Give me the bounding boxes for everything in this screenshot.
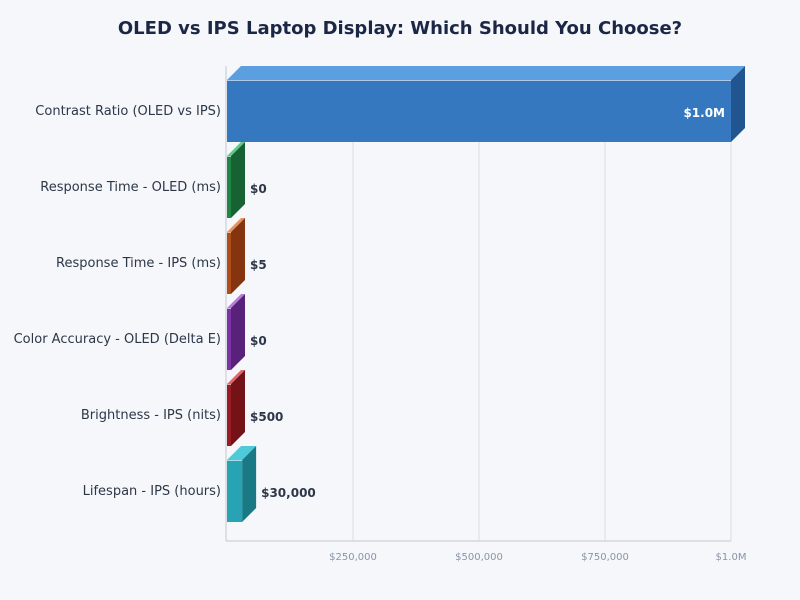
bar[interactable] — [227, 80, 731, 142]
bars: $1.0M $0 $5 $0 $500 $30,000 — [227, 66, 745, 522]
bar-top — [227, 370, 245, 384]
bar-group: $1.0M — [227, 66, 745, 142]
bar-top — [227, 446, 257, 460]
bar-group: $30,000 — [227, 446, 316, 522]
bar-top — [227, 142, 245, 156]
bar-top — [227, 294, 245, 308]
category-label: Lifespan - IPS (hours) — [83, 484, 221, 499]
bar-side — [231, 218, 245, 294]
bar-side — [242, 446, 257, 522]
bar-side — [231, 370, 245, 446]
data-label: $5 — [250, 258, 267, 272]
category-label: Brightness - IPS (nits) — [81, 408, 221, 423]
bar[interactable] — [227, 460, 243, 522]
bar-group: $0 — [227, 142, 267, 218]
x-tick-label: $500,000 — [455, 552, 503, 563]
data-label: $0 — [250, 334, 267, 348]
data-label: $30,000 — [261, 486, 316, 500]
bar-group: $0 — [227, 294, 267, 370]
bar-top — [227, 66, 745, 80]
data-label: $500 — [250, 410, 283, 424]
bar-top — [227, 218, 245, 232]
x-tick-label: $250,000 — [329, 552, 377, 563]
bar[interactable] — [227, 156, 231, 218]
category-label: Color Accuracy - OLED (Delta E) — [14, 332, 221, 347]
bar-side — [231, 142, 245, 218]
chart-title: OLED vs IPS Laptop Display: Which Should… — [118, 18, 682, 39]
bar-group: $500 — [227, 370, 283, 446]
bar[interactable] — [227, 232, 231, 294]
category-label: Response Time - OLED (ms) — [40, 180, 221, 195]
bar-group: $5 — [227, 218, 267, 294]
x-tick-label: $1.0M — [716, 552, 747, 563]
data-label: $0 — [250, 182, 267, 196]
bar-side — [731, 66, 745, 142]
x-tick-label: $750,000 — [581, 552, 629, 563]
bar-side — [231, 294, 245, 370]
axes: $250,000 $500,000 $750,000 $1.0M Contrast Ra… — [14, 66, 747, 563]
grid-lines — [352, 66, 732, 541]
data-label: $1.0M — [683, 106, 725, 120]
bar[interactable] — [227, 308, 231, 370]
category-label: Contrast Ratio (OLED vs IPS) — [35, 104, 221, 119]
bar[interactable] — [227, 384, 231, 446]
category-label: Response Time - IPS (ms) — [56, 256, 221, 271]
